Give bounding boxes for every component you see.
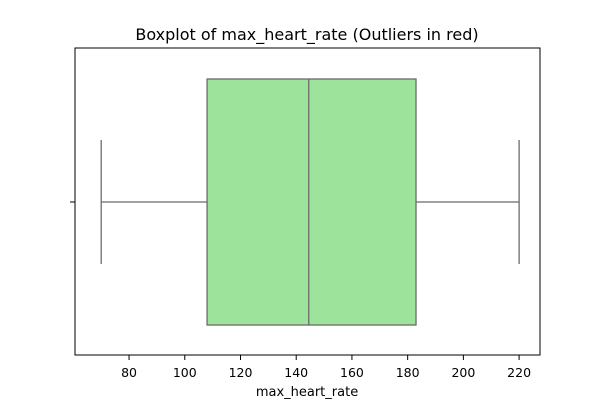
x-tick-label: 100 [173,365,197,380]
x-axis-ticks: 80 100 120 140 160 180 200 220 [121,355,531,380]
x-tick-label: 120 [229,365,253,380]
x-tick-label: 80 [121,365,137,380]
x-tick-label: 180 [396,365,420,380]
x-tick-label: 160 [340,365,364,380]
x-tick-label: 140 [284,365,308,380]
plot-area [100,78,520,326]
x-tick-label: 200 [451,365,475,380]
x-axis-label: max_heart_rate [256,385,358,400]
chart-title: Boxplot of max_heart_rate (Outliers in r… [135,25,478,45]
iqr-box [206,78,417,326]
x-tick-label: 220 [507,365,531,380]
